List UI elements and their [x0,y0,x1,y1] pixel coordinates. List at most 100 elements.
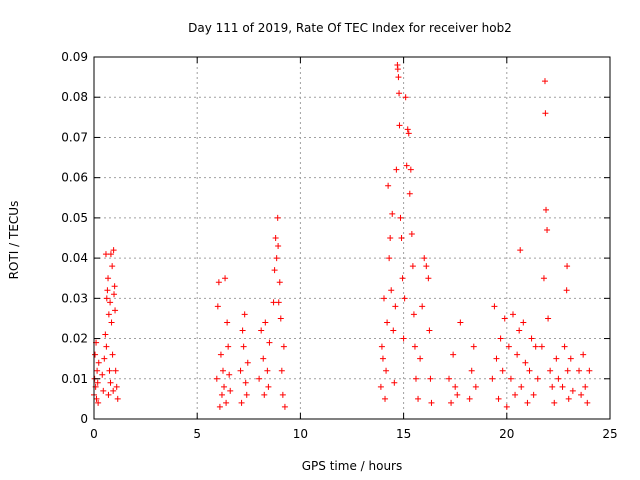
data-points [91,62,593,410]
x-tick-label: 10 [293,427,308,441]
data-point [238,399,245,406]
data-point [226,371,233,378]
data-point [216,403,223,410]
data-point [385,182,392,189]
y-axis-ticks: 0 0.01 0.02 0.03 0.04 0.05 0.06 0.07 0.08 0.09 [61,50,610,426]
data-point [106,367,113,374]
data-point [553,355,560,362]
data-point [386,255,393,262]
data-point [103,343,110,350]
data-point [396,122,403,129]
data-point [563,287,570,294]
data-point [426,327,433,334]
y-axis-label: ROTI / TECUs [7,201,21,280]
data-point [281,403,288,410]
data-point [270,299,277,306]
data-point [561,343,568,350]
data-point [275,243,282,250]
data-point [109,263,116,270]
data-point [382,395,389,402]
data-point [241,311,248,318]
y-tick-label: 0.07 [61,130,88,144]
data-point [466,395,473,402]
data-point [243,391,250,398]
data-point [111,291,118,298]
data-point [105,391,112,398]
data-point [258,327,265,334]
data-point [538,343,545,350]
data-point [586,367,593,374]
data-point [107,379,114,386]
data-point [395,74,402,81]
data-point [261,391,268,398]
data-point [522,359,529,366]
data-point [503,403,510,410]
data-point [102,331,109,338]
data-point [273,255,280,262]
data-point [396,90,403,97]
data-point [377,383,384,390]
data-point [227,387,234,394]
data-point [387,235,394,241]
data-point [409,263,416,270]
data-point [239,327,246,334]
x-tick-label: 0 [90,427,98,441]
data-point [495,395,502,402]
data-point [425,275,432,282]
data-point [220,367,226,374]
data-point [107,251,114,258]
data-point [448,399,455,406]
data-point [472,383,479,390]
data-point [497,335,504,342]
data-point [397,214,404,221]
data-point [454,391,461,398]
data-point [112,367,119,374]
data-point [103,295,110,302]
data-point [110,247,117,254]
data-point [111,283,118,290]
data-point [92,351,99,358]
data-point [277,315,284,322]
data-point [242,379,249,386]
data-point [584,399,591,406]
data-point [100,387,107,394]
y-tick-label: 0 [80,412,88,426]
data-point [280,343,287,350]
data-point [534,375,541,382]
data-point [94,379,101,386]
data-point [214,303,221,310]
data-point [569,387,576,394]
y-tick-label: 0.05 [61,211,88,225]
data-point [264,367,271,374]
data-point [565,395,572,402]
data-point [105,311,112,318]
data-point [114,395,121,402]
data-point [380,295,387,302]
data-point [221,383,228,390]
data-point [450,351,457,358]
data-point [218,391,225,398]
data-point [457,319,464,326]
data-point [271,267,278,274]
data-point [406,190,413,197]
data-point [101,355,108,362]
data-point [260,355,267,362]
y-tick-label: 0.04 [61,251,88,265]
data-point [578,391,585,398]
data-point [394,66,401,73]
data-point [499,367,506,374]
data-point [421,255,428,262]
data-point [505,343,512,350]
data-point [410,311,417,318]
data-point [113,383,120,390]
data-point [265,383,272,390]
y-tick-label: 0.08 [61,90,88,104]
data-point [110,387,117,394]
data-point [104,287,111,294]
data-point [95,399,102,406]
data-point [555,375,562,382]
data-point [379,355,386,362]
data-point [543,206,550,213]
data-point [279,391,286,398]
